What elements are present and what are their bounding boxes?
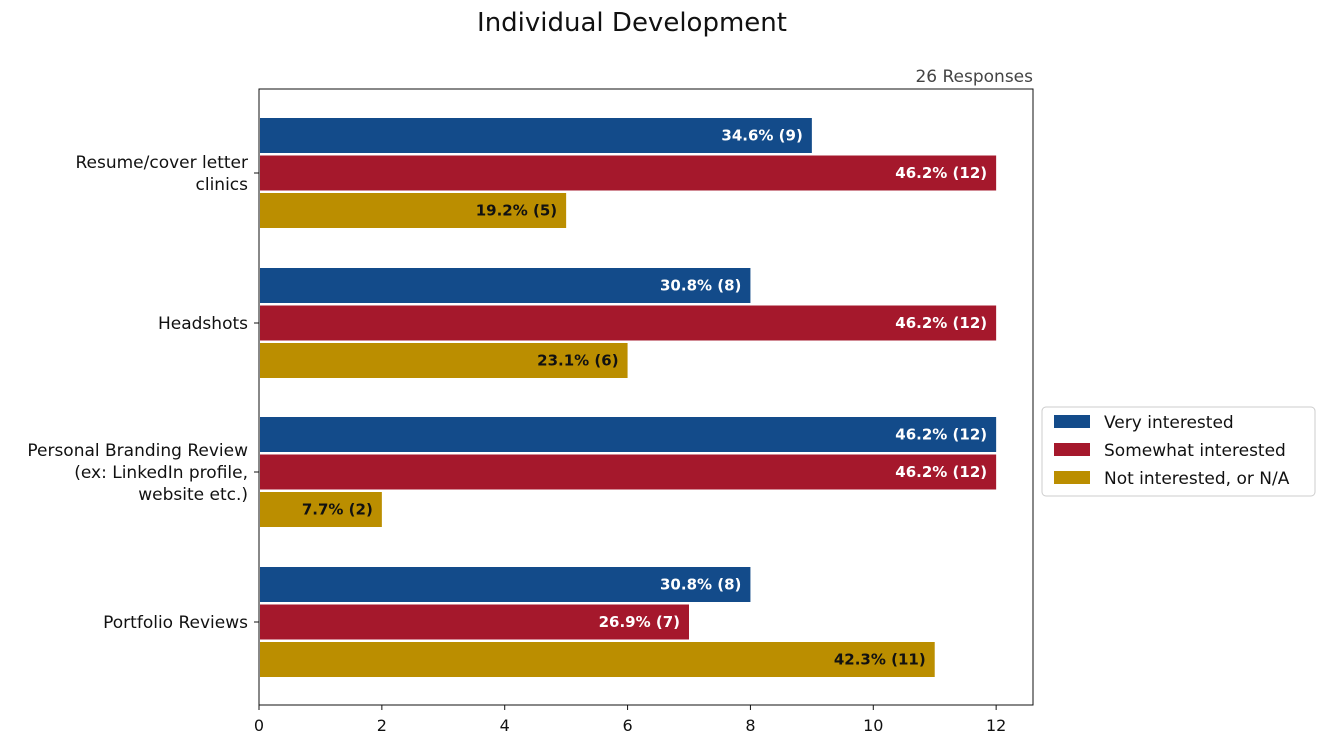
bars-group: 34.6% (9) 46.2% (12) 19.2% (5) 30.8% (8) 46.…	[260, 118, 997, 677]
x-tick-label: 2	[377, 716, 387, 735]
data-label: 26.9% (7)	[599, 613, 680, 631]
x-tick-label: 6	[622, 716, 632, 735]
bar-very-2	[260, 417, 997, 452]
bar-very-3	[260, 567, 751, 602]
data-label: 46.2% (12)	[895, 463, 987, 481]
legend: Very interested Somewhat interested Not in…	[1041, 406, 1316, 497]
x-tick-label: 4	[500, 716, 510, 735]
legend-label: Not interested, or N/A	[1104, 469, 1290, 489]
x-tick-label: 8	[745, 716, 755, 735]
data-label: 46.2% (12)	[895, 164, 987, 182]
x-tick-label: 12	[986, 716, 1006, 735]
legend-swatch-not	[1054, 471, 1090, 484]
category-label: (ex: LinkedIn profile,	[74, 463, 248, 483]
bar-somewhat-3	[260, 604, 689, 640]
plot-frame	[258, 88, 1034, 706]
data-label: 30.8% (8)	[660, 576, 741, 594]
category-label: website etc.)	[138, 485, 248, 505]
legend-box	[1041, 406, 1316, 497]
chart-title: Individual Development	[477, 8, 787, 38]
data-label: 42.3% (11)	[834, 651, 926, 669]
bar-very-0	[260, 118, 812, 153]
response-count: 26 Responses	[915, 67, 1033, 87]
legend-label: Very interested	[1104, 413, 1234, 433]
bar-somewhat-1	[260, 305, 997, 341]
data-label: 34.6% (9)	[721, 127, 802, 145]
bar-not-3	[260, 642, 935, 677]
data-label: 30.8% (8)	[660, 277, 741, 295]
data-label: 19.2% (5)	[476, 202, 557, 220]
bar-somewhat-2	[260, 454, 997, 490]
x-tick-label: 0	[254, 716, 264, 735]
legend-swatch-very	[1054, 415, 1090, 428]
x-tick-label: 10	[863, 716, 883, 735]
data-label: 7.7% (2)	[302, 501, 373, 519]
category-label: clinics	[196, 175, 249, 195]
data-label: 46.2% (12)	[895, 426, 987, 444]
bar-not-0	[260, 193, 567, 228]
bar-not-2	[260, 492, 382, 527]
legend-label: Somewhat interested	[1104, 441, 1286, 461]
bar-somewhat-0	[260, 155, 997, 191]
data-label: 23.1% (6)	[537, 352, 618, 370]
bar-very-1	[260, 268, 751, 303]
category-label: Headshots	[158, 314, 248, 334]
data-label: 46.2% (12)	[895, 314, 987, 332]
bar-not-1	[260, 343, 628, 378]
category-label: Portfolio Reviews	[103, 613, 248, 633]
legend-swatch-somewhat	[1054, 443, 1090, 456]
category-label: Resume/cover letter	[75, 153, 248, 173]
category-label: Personal Branding Review	[27, 441, 248, 461]
